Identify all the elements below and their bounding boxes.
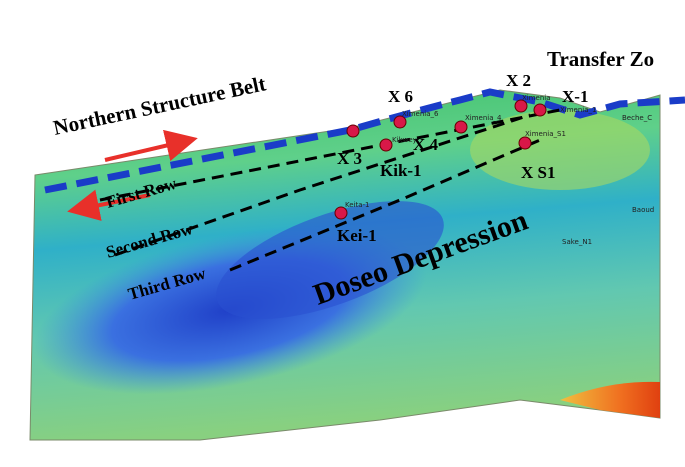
well-small-label: Ximenia_6: [402, 110, 439, 118]
row-lines: [99, 108, 561, 272]
well-label: X 3: [337, 149, 362, 168]
arrow-right: [104, 129, 198, 162]
well-small-label: Ximenia: [522, 94, 551, 102]
well-label: X 4: [413, 135, 439, 154]
zone-label: Transfer Zo: [547, 47, 654, 71]
well-small-label: Beche_C: [622, 114, 652, 122]
belt-line: [44, 88, 685, 194]
well-small-label: Ximenia_1: [560, 106, 597, 114]
surface: [29, 89, 661, 441]
well-small-label: Ximenia_4: [465, 114, 502, 122]
well-label: X-1: [562, 87, 588, 106]
well-small-label: Kikwey: [392, 136, 417, 144]
belt-label: Northern Structure Belt: [51, 71, 268, 140]
well-label: Kei-1: [337, 226, 377, 245]
well-label: X 2: [506, 71, 531, 90]
well-small-label: Ximenia_S1: [525, 130, 566, 138]
well-label: X S1: [521, 163, 555, 182]
well-small-label: Sake_N1: [562, 238, 592, 246]
well-label: Kik-1: [380, 161, 422, 180]
arrow-left: [67, 189, 151, 221]
well-label: X 6: [388, 87, 413, 106]
well-markers: [334, 99, 547, 220]
well-small-label: Baoud: [632, 206, 654, 214]
well-small-label: Keita-1: [345, 201, 370, 209]
